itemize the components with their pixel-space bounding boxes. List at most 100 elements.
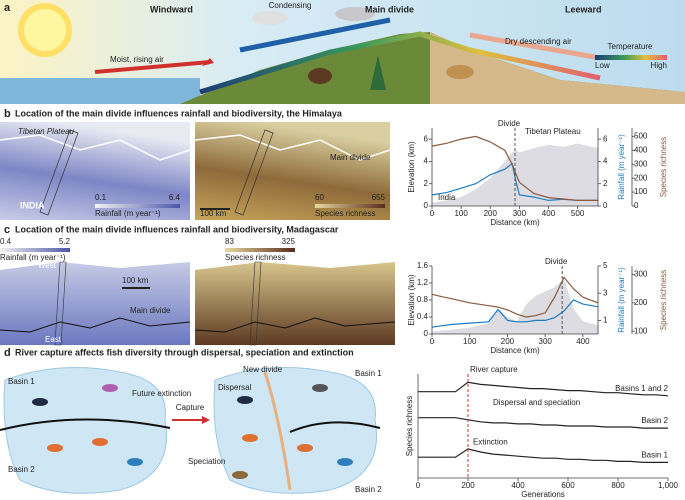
y3-tick-label: 200 — [634, 173, 648, 182]
y2-tick-label: 6 — [603, 134, 608, 143]
x-tick-label: 1,000 — [658, 481, 679, 490]
y-tick-label: 0 — [424, 201, 429, 210]
label: Basin 2 — [8, 465, 35, 474]
y-tick-label: 2 — [424, 179, 429, 188]
cloud — [335, 7, 375, 21]
label: Dry descending air — [505, 37, 572, 46]
colorbar-min: 60 — [315, 193, 324, 202]
divide-line — [194, 134, 391, 161]
ylabel: Elevation (km) — [407, 274, 416, 325]
panel-title: Location of the main divide influences r… — [15, 108, 343, 118]
scalebar — [122, 287, 150, 289]
note: Tibetan Plateau — [525, 127, 581, 136]
y2-tick-label: 3 — [603, 288, 608, 297]
y2-tick-label: 1 — [603, 316, 608, 325]
panel-d: d River capture affects fish diversity t… — [0, 347, 382, 494]
line — [431, 162, 598, 202]
panel-a: a Windward Condensing Main divide Leewar… — [0, 0, 685, 104]
x-tick-label: 400 — [542, 209, 556, 218]
label: INDIA — [20, 200, 45, 210]
transect — [234, 129, 274, 216]
colorbar-min: 0.1 — [95, 193, 107, 202]
y3-tick-label: 300 — [634, 270, 648, 279]
colorbar — [95, 204, 180, 208]
x-tick-label: 200 — [501, 337, 515, 346]
x-tick-label: 400 — [511, 481, 525, 490]
dry-arrow — [469, 32, 601, 61]
rainfall-map — [0, 122, 190, 220]
label: Windward — [150, 4, 193, 14]
y3-tick-label: 100 — [634, 187, 648, 196]
y-tick-label: 0.8 — [417, 295, 429, 304]
line — [431, 299, 599, 328]
panel-letter: a — [4, 2, 11, 14]
x-tick-label: 500 — [571, 209, 585, 218]
species-map — [195, 262, 395, 345]
y3label: Species richness — [659, 270, 668, 330]
panel-letter: b — [4, 108, 11, 120]
x-tick-label: 0 — [430, 209, 435, 218]
dry-slope — [430, 32, 685, 104]
x-tick-label: 400 — [576, 337, 590, 346]
colorbar-label: Rainfall (m year⁻¹) — [95, 209, 161, 218]
area — [432, 278, 598, 334]
y3-tick-label: 100 — [634, 326, 648, 335]
colorbar-label: Species richness — [225, 253, 285, 262]
ylabel: Elevation (km) — [407, 141, 416, 192]
colorbar-max: 325 — [282, 237, 296, 246]
note: Extinction — [473, 438, 508, 447]
y-tick-label: 0.4 — [417, 312, 429, 321]
note: Dispersal and speciation — [493, 398, 580, 407]
bear — [308, 68, 332, 84]
y3-tick-label: 300 — [634, 159, 648, 168]
transect — [39, 129, 79, 216]
temperature-band — [199, 31, 601, 95]
label: Low — [595, 61, 610, 70]
arrowhead — [202, 58, 214, 66]
colorbar-max: 5.2 — [59, 237, 71, 246]
colorbar-label: Species richness — [315, 209, 375, 218]
camel — [446, 65, 474, 79]
colorbar-max: 6.4 — [169, 193, 181, 202]
label: Speciation — [188, 457, 225, 466]
new-divide — [263, 371, 292, 491]
series-label: Basin 2 — [641, 416, 668, 425]
divide-line — [0, 134, 191, 161]
y2-tick-label: 4 — [603, 157, 608, 166]
panel-c: c Location of the main divide influences… — [0, 224, 396, 346]
x-tick-label: 100 — [463, 337, 477, 346]
colorbar — [225, 248, 295, 252]
label: West — [38, 261, 57, 270]
line — [431, 135, 598, 201]
divide — [289, 421, 381, 433]
label: Dispersal — [218, 383, 252, 392]
scalebar — [200, 208, 230, 210]
y2-tick-label: 0 — [603, 201, 608, 210]
panel-title: Location of the main divide influences r… — [15, 224, 339, 234]
x-axis-label: Distance (km) — [490, 346, 540, 355]
basins-before — [3, 367, 167, 494]
scalebar-label: 100 km — [122, 276, 149, 285]
moist-arrow — [94, 60, 211, 74]
x-tick-label: 200 — [461, 481, 475, 490]
series-label: Basins 1 and 2 — [615, 384, 668, 393]
panel-title: River capture affects fish diversity thr… — [15, 347, 354, 357]
colorbar-max: 655 — [372, 193, 386, 202]
x-axis-label: Generations — [521, 490, 565, 499]
rising-arrow — [239, 17, 391, 53]
label: East — [45, 335, 62, 344]
tree — [370, 55, 386, 90]
y-tick-label: 6 — [424, 134, 429, 143]
line — [418, 417, 668, 429]
colorbar-label: Rainfall (m year⁻¹) — [0, 253, 66, 262]
x-tick-label: 100 — [454, 209, 468, 218]
label: Basin 2 — [355, 485, 382, 494]
x-tick-label: 300 — [539, 337, 553, 346]
sea — [0, 78, 200, 104]
scalebar-label: 100 km — [200, 209, 227, 218]
label: Condensing — [269, 1, 312, 10]
note: India — [438, 193, 456, 202]
label: High — [651, 61, 667, 70]
x-tick-label: 300 — [513, 209, 527, 218]
